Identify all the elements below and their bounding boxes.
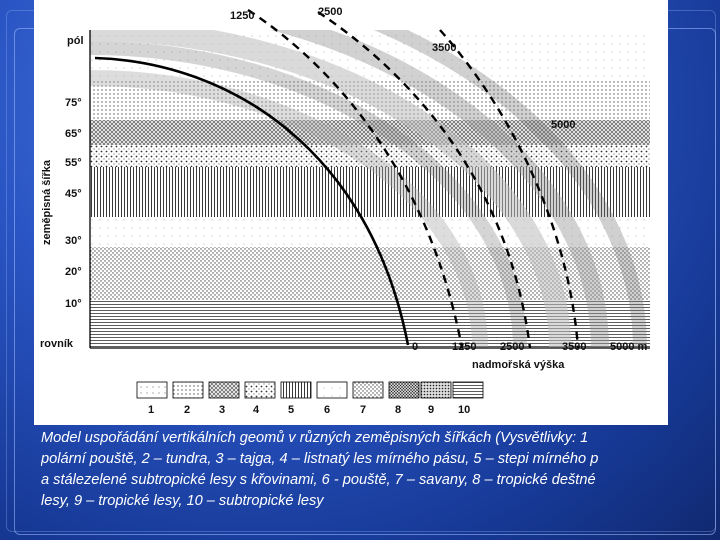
bottom-label-5000: 5000 m — [610, 341, 648, 353]
caption-line-3: a stálezelené subtropické lesy s křovina… — [41, 472, 596, 488]
caption-line-4: lesy, 9 – tropické lesy, 10 – subtropick… — [41, 493, 324, 509]
lat-label-20: 20° — [65, 266, 82, 278]
bottom-label-1250: 1250 — [452, 341, 476, 353]
legend-swatch-5 — [280, 381, 312, 399]
legend-swatch-2 — [172, 381, 204, 399]
caption-line-2: polární pouště, 2 – tundra, 3 – tajga, 4… — [41, 451, 599, 467]
legend-swatch-8 — [388, 381, 420, 399]
lat-label-55: 55° — [65, 157, 82, 169]
lat-label-30: 30° — [65, 235, 82, 247]
y-axis-label: zeměpisná šířka — [41, 159, 53, 245]
pole-label: pól — [67, 35, 84, 47]
lat-label-10: 10° — [65, 298, 82, 310]
lat-label-45: 45° — [65, 188, 82, 200]
x-axis-label: nadmořská výška — [472, 359, 565, 371]
lat-label-65: 65° — [65, 128, 82, 140]
bottom-label-2500: 2500 — [500, 341, 524, 353]
legend-number-2: 2 — [184, 404, 190, 416]
figure-caption: Model uspořádání vertikálních geomů v rů… — [41, 428, 720, 540]
top-altitude-labels: 1250 2500 3500 5000 — [230, 6, 575, 131]
band-deciduous — [90, 145, 650, 167]
dashed-line-1250 — [247, 8, 464, 349]
legend-swatch-4 — [244, 381, 276, 399]
latitude-labels: 75° 65° 55° 45° 30° 20° 10° — [65, 97, 82, 310]
equator-label: rovník — [40, 338, 74, 350]
legend-swatch-7 — [352, 381, 384, 399]
legend-swatch-3 — [208, 381, 240, 399]
top-label-5000: 5000 — [551, 119, 575, 131]
legend-number-4: 4 — [253, 404, 260, 416]
dashed-altitude-lines — [247, 8, 580, 349]
legend-swatch-1 — [136, 381, 168, 399]
legend-number-9: 9 — [428, 404, 434, 416]
top-label-3500: 3500 — [432, 42, 456, 54]
legend-number-8: 8 — [395, 404, 401, 416]
band-steppe — [90, 167, 650, 217]
legend-swatch-10 — [452, 381, 484, 399]
lat-label-75: 75° — [65, 97, 82, 109]
legend-swatch-9 — [420, 381, 452, 399]
top-label-1250: 1250 — [230, 10, 254, 22]
bottom-label-3500: 3500 — [562, 341, 586, 353]
legend-number-7: 7 — [360, 404, 366, 416]
legend-number-5: 5 — [288, 404, 294, 416]
dashed-line-3500 — [439, 29, 580, 349]
legend-number-6: 6 — [324, 404, 330, 416]
legend: 1 2 3 4 5 6 7 8 9 10 — [136, 381, 484, 416]
bottom-altitude-labels: 0 1250 2500 3500 5000 m — [412, 341, 648, 353]
legend-number-3: 3 — [219, 404, 225, 416]
legend-number-10: 10 — [458, 404, 470, 416]
top-label-2500: 2500 — [318, 6, 342, 18]
band-savanna — [90, 247, 650, 300]
caption-line-1: Model uspořádání vertikálních geomů v rů… — [41, 430, 589, 446]
legend-swatch-6 — [316, 381, 348, 399]
band-taiga — [90, 120, 650, 145]
altitude-zero-curve — [94, 56, 410, 346]
legend-number-1: 1 — [148, 404, 154, 416]
bottom-label-0: 0 — [412, 341, 418, 353]
